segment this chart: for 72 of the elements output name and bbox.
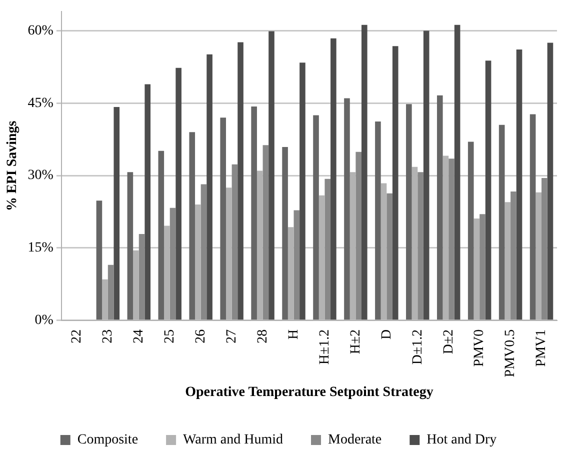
bar xyxy=(344,98,350,320)
x-tick-label: H±2 xyxy=(348,329,364,354)
x-tick-label: D±1.2 xyxy=(410,329,426,365)
bar xyxy=(498,124,505,320)
y-tick-label: 15% xyxy=(28,240,54,256)
x-tick-label: PMV1 xyxy=(534,329,550,367)
x-tick-label: H±1.2 xyxy=(317,329,332,365)
bar xyxy=(127,172,134,320)
y-tick-label: 45% xyxy=(28,96,54,111)
bar xyxy=(480,214,486,320)
bar xyxy=(516,50,522,320)
bar xyxy=(530,114,536,320)
x-tick-label: 22 xyxy=(70,329,85,344)
bar xyxy=(96,200,102,320)
bar xyxy=(330,38,336,320)
bar xyxy=(356,152,362,320)
bar xyxy=(189,132,196,320)
x-tick-label: PMV0.5 xyxy=(503,329,518,378)
bar xyxy=(144,84,151,320)
bar xyxy=(485,60,492,320)
y-tick-label: 0% xyxy=(34,313,54,328)
x-tick-label: 26 xyxy=(194,329,209,344)
bar xyxy=(200,184,207,320)
x-tick-label: 27 xyxy=(224,329,240,344)
bar xyxy=(138,234,145,320)
bar xyxy=(392,46,398,320)
bar xyxy=(313,115,319,320)
legend-label: Warm and Humid xyxy=(183,432,284,448)
bar xyxy=(510,191,516,320)
x-tick-label: 23 xyxy=(100,329,116,344)
bar xyxy=(300,62,306,320)
bar xyxy=(251,106,257,320)
bar xyxy=(206,54,212,320)
bar xyxy=(406,104,412,320)
bar xyxy=(238,42,244,320)
legend-label: Composite xyxy=(77,432,138,448)
x-axis-title: Operative Temperature Setpoint Strategy xyxy=(185,385,434,400)
bar xyxy=(423,30,430,320)
bar xyxy=(268,31,274,320)
legend-label: Hot and Dry xyxy=(426,432,497,448)
bar xyxy=(176,68,182,320)
x-tick-label: D±2 xyxy=(441,329,456,354)
bar xyxy=(542,178,548,320)
bar xyxy=(468,142,474,320)
x-tick-label: H xyxy=(286,329,302,340)
bar xyxy=(108,264,114,320)
bar xyxy=(114,106,120,320)
bar xyxy=(232,164,238,320)
bar xyxy=(170,208,176,320)
bar xyxy=(220,118,226,320)
y-tick-label: 60% xyxy=(28,23,54,38)
bar xyxy=(386,193,392,320)
bar xyxy=(448,158,454,320)
bar xyxy=(375,121,381,320)
bar xyxy=(547,42,554,320)
bar xyxy=(454,24,460,320)
x-tick-label: 28 xyxy=(255,329,270,344)
bar xyxy=(158,150,164,320)
x-tick-label: PMV0 xyxy=(472,329,488,367)
bar xyxy=(324,178,331,320)
legend-label: Moderate xyxy=(328,432,382,448)
x-tick-label: 24 xyxy=(132,329,147,344)
y-axis-title: % EPI Savings xyxy=(5,120,20,212)
x-tick-label: 25 xyxy=(162,329,178,344)
bar xyxy=(436,95,443,320)
bar xyxy=(418,172,424,320)
bar xyxy=(361,24,368,320)
x-tick-label: D xyxy=(379,329,394,340)
bar xyxy=(262,145,269,320)
y-tick-label: 30% xyxy=(28,168,54,184)
bar xyxy=(282,147,288,320)
bar xyxy=(294,210,300,320)
